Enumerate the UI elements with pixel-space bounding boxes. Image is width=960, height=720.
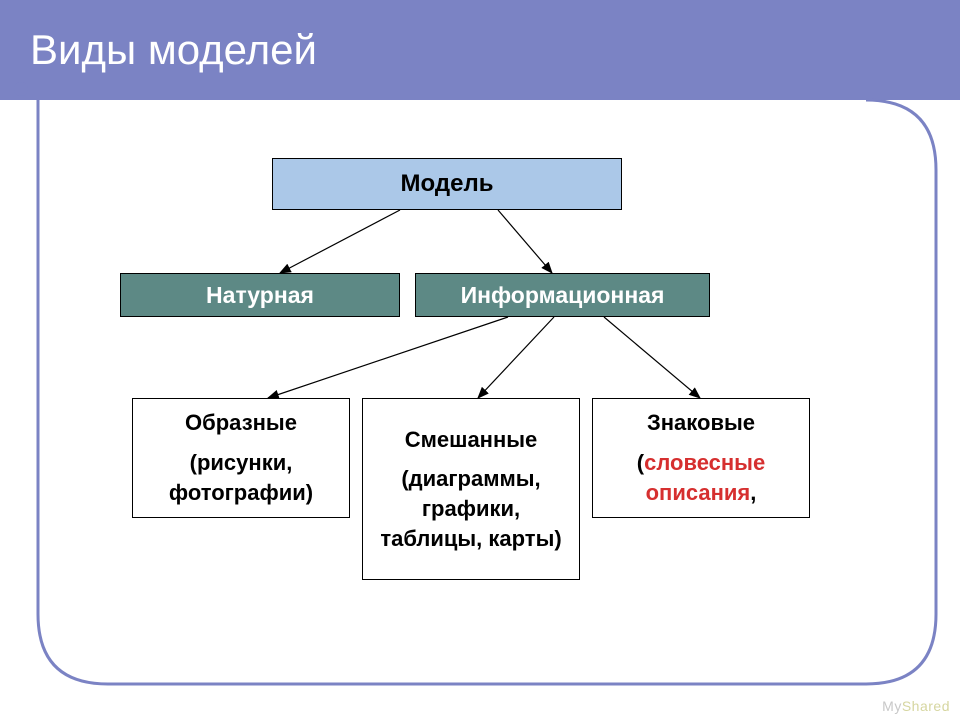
node-mixed: Смешанные (диаграммы, графики, таблицы, к… xyxy=(362,398,580,580)
node-sign: Знаковые (словесные описания, xyxy=(592,398,810,518)
node-sign-title: Знаковые xyxy=(647,408,755,438)
edge-0 xyxy=(280,210,400,273)
watermark-my: My xyxy=(882,698,902,714)
node-natural: Натурная xyxy=(120,273,400,317)
edge-1 xyxy=(498,210,552,273)
node-mixed-title: Смешанные xyxy=(405,425,538,455)
edge-4 xyxy=(604,317,700,398)
node-image-title: Образные xyxy=(185,408,297,438)
watermark: MyShared xyxy=(882,698,950,714)
edge-3 xyxy=(478,317,554,398)
watermark-shared: Shared xyxy=(902,698,950,714)
node-sign-sub: (словесные описания, xyxy=(601,448,801,507)
node-info: Информационная xyxy=(415,273,710,317)
node-mixed-sub: (диаграммы, графики, таблицы, карты) xyxy=(371,464,571,553)
node-root: Модель xyxy=(272,158,622,210)
node-image-sub: (рисунки, фотографии) xyxy=(141,448,341,507)
edge-2 xyxy=(268,317,508,398)
node-image: Образные (рисунки, фотографии) xyxy=(132,398,350,518)
diagram-frame xyxy=(0,0,960,720)
